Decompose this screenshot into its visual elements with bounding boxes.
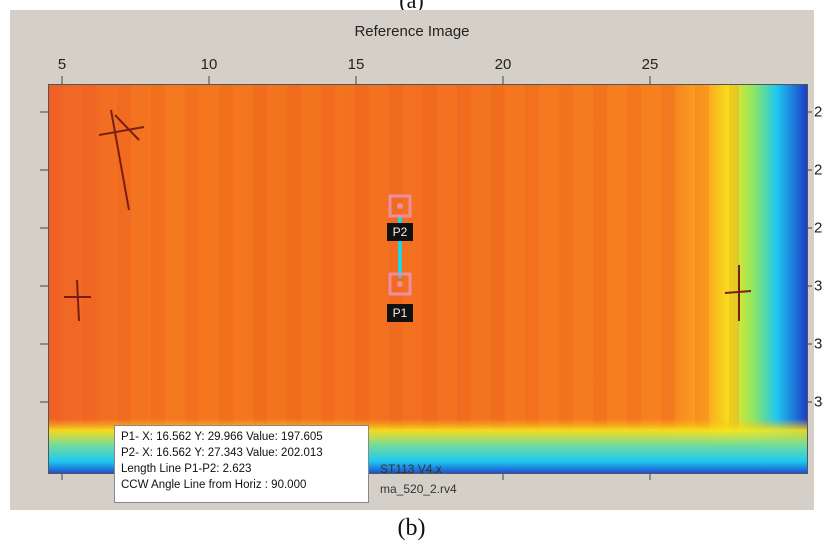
y-tick-label: 26 (814, 161, 823, 179)
length-readout: Length Line P1-P2: 2.623 (121, 463, 252, 475)
y-tick-label: 28 (814, 219, 823, 237)
x-tick-label: 15 (347, 56, 365, 73)
thermal-heatmap[interactable] (48, 84, 808, 474)
x-tick-label: 25 (641, 56, 659, 73)
x-tick-label: 20 (494, 56, 512, 73)
p1-label[interactable]: P1 (387, 304, 413, 322)
reference-image-panel: Reference Image 5 10 15 20 25 24 26 28 3… (10, 10, 823, 510)
y-tick-label: 32 (814, 335, 823, 353)
x-tick-label: 5 (57, 56, 67, 73)
y-tick-label: 24 (814, 103, 823, 121)
p1-handle (388, 272, 412, 296)
pen-marks (64, 109, 752, 322)
partial-text: ST113 V4.x (380, 462, 442, 476)
panel-title: Reference Image (354, 23, 470, 40)
figure-caption-b: (b) (397, 515, 426, 541)
p2-handle (388, 194, 412, 218)
p1-readout: P1- X: 16.562 Y: 29.966 Value: 197.605 (121, 431, 323, 443)
y-tick-label: 30 (814, 277, 823, 295)
x-tick-label: 10 (200, 56, 218, 73)
measurement-info-box: P1- X: 16.562 Y: 29.966 Value: 197.605 P… (114, 425, 369, 503)
p2-label[interactable]: P2 (387, 223, 413, 241)
angle-readout: CCW Angle Line from Horiz : 90.000 (121, 479, 307, 491)
y-tick-label: 34 (814, 393, 823, 411)
p2-readout: P2- X: 16.562 Y: 27.343 Value: 202.013 (121, 447, 323, 459)
partial-text: ma_520_2.rv4 (380, 482, 457, 496)
figure-caption-a: (a) (399, 0, 424, 13)
